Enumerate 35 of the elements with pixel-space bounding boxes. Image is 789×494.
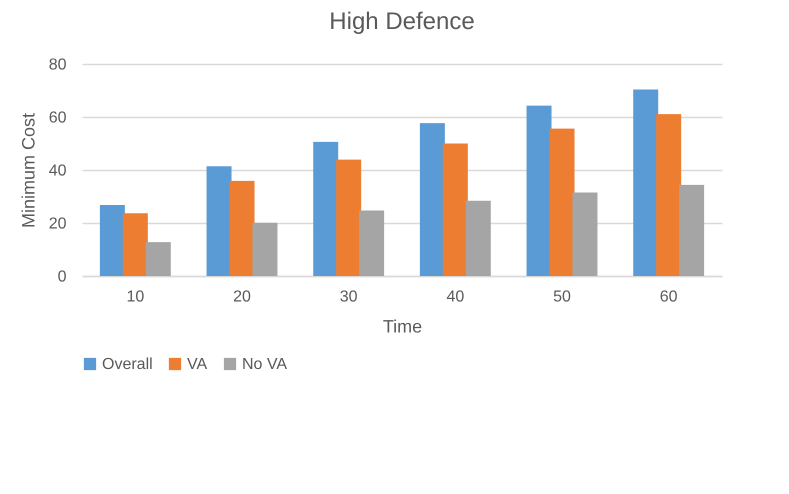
legend-label: Overall <box>102 356 153 373</box>
bar <box>230 180 254 276</box>
legend-label: No VA <box>242 356 288 373</box>
x-tick-label: 40 <box>446 288 464 306</box>
bar <box>206 166 232 276</box>
bar <box>633 89 658 276</box>
bar <box>550 128 574 276</box>
y-tick-label: 20 <box>48 216 67 232</box>
x-axis-title: Time <box>382 316 422 336</box>
legend-label: VA <box>187 356 208 373</box>
bar <box>420 123 445 276</box>
bar <box>252 222 278 276</box>
bar <box>336 160 362 276</box>
bar <box>359 210 384 276</box>
y-tick-label: 80 <box>48 56 67 74</box>
y-tick-label: 40 <box>48 162 67 180</box>
x-tick-label: 30 <box>340 288 358 306</box>
bar <box>656 114 682 276</box>
bar <box>572 192 598 276</box>
bar <box>466 200 491 276</box>
bar <box>442 144 468 276</box>
bar <box>313 142 338 276</box>
bar <box>146 242 171 276</box>
y-axis-title: Minimum Cost <box>18 112 39 228</box>
bar <box>122 213 148 276</box>
y-tick-label: 60 <box>48 110 67 126</box>
bar <box>526 106 552 276</box>
y-tick-label: 0 <box>58 268 67 286</box>
bar <box>100 204 125 276</box>
x-tick-label: 20 <box>233 288 251 306</box>
chart-title: High Defence <box>329 8 475 35</box>
bar <box>679 184 704 276</box>
x-tick-label: 50 <box>553 288 571 306</box>
x-tick-label: 10 <box>126 288 144 306</box>
x-tick-label: 60 <box>660 288 678 306</box>
